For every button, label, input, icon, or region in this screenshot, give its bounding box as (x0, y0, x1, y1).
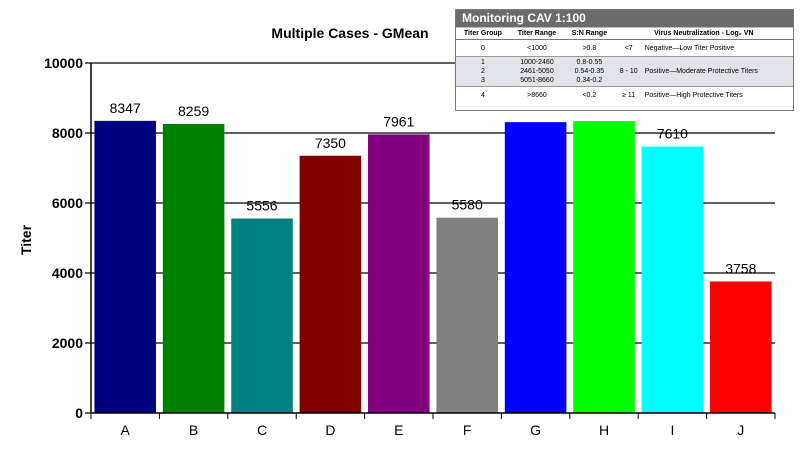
data-label: 8259 (178, 103, 209, 119)
reference-table: Titer Group Titer Range S:N Range Virus … (456, 27, 793, 103)
x-tick-label: H (599, 422, 609, 438)
bar-h (573, 121, 635, 413)
cell-group: 0 (480, 44, 485, 52)
x-tick-label: D (325, 422, 335, 438)
bar-a (94, 120, 156, 413)
data-label: 8347 (110, 100, 141, 116)
y-tick-label: 8000 (52, 125, 83, 141)
chart-title: Multiple Cases - GMean (271, 25, 429, 41)
bar-c (231, 218, 293, 413)
header-titer-range: Titer Range (509, 27, 565, 40)
bars (94, 120, 772, 414)
x-tick-label: F (463, 422, 472, 438)
cell-vn-value: 8 - 10 (614, 56, 643, 87)
x-tick-label: G (530, 422, 541, 438)
table-row: 1 2 3 1000-2460 2461-5050 5051-8660 0.8-… (456, 56, 793, 87)
y-axis-label: Titer (18, 224, 34, 256)
cell-range: 1000-2460 2461-5050 5051-8660 (509, 56, 565, 87)
reference-table-panel: Monitoring CAV 1:100 Titer Group Titer R… (455, 9, 794, 111)
data-labels: 8347 8259 5556 7350 7961 5580 7610 3758 (110, 100, 757, 277)
x-tick-label: C (257, 422, 267, 438)
cell-vn-desc: Negative—Low Titer Positive (644, 44, 735, 52)
data-label: 3758 (725, 260, 756, 276)
data-label: 7610 (657, 126, 688, 142)
reference-table-header: Titer Group Titer Range S:N Range Virus … (456, 27, 793, 40)
table-row: 0 <1000 >0.8 <7 Negative—Low Titer Posit… (456, 40, 793, 57)
data-label: 7961 (383, 113, 414, 129)
x-tick-label: A (121, 422, 131, 438)
cell-sn: >0.8 (582, 44, 597, 52)
axes: 0 2000 4000 6000 8000 10000 A B C D E F G H I J (44, 55, 776, 438)
bar-g (504, 122, 567, 414)
cell-vn-desc: Positive—High Protective Titers (642, 86, 793, 103)
y-tick-label: 2000 (52, 335, 83, 351)
bar-j (710, 281, 772, 413)
cell-range: <1000 (527, 44, 547, 52)
cell-vn-value: ≥ 11 (614, 86, 643, 103)
y-tick-label: 10000 (44, 55, 83, 71)
header-virus-neutralization: Virus Neutralization - Log₂ VN (614, 27, 793, 40)
reference-table-title: Monitoring CAV 1:100 (456, 10, 793, 27)
y-tick-label: 0 (75, 405, 83, 421)
cell-vn-desc: Positive—Moderate Protective Titers (642, 56, 793, 87)
bar-b (162, 123, 225, 413)
cell-sn: 0.8-0.55 0.54-0.35 0.34-0.2 (564, 56, 615, 87)
bar-f (436, 217, 498, 413)
x-tick-label: J (737, 422, 744, 438)
x-tick-label: B (189, 422, 198, 438)
header-sn-range: S:N Range (564, 27, 615, 40)
x-tick-label: I (670, 422, 674, 438)
data-label: 7350 (315, 135, 346, 151)
table-row: 4 >8660 <0.2 ≥ 11 Positive—High Protecti… (456, 86, 793, 103)
cell-range: >8660 (509, 86, 565, 103)
data-label: 5580 (452, 197, 483, 213)
cell-sn: <0.2 (564, 86, 615, 103)
cell-group: 1 2 3 (456, 56, 510, 87)
bar-d (299, 155, 362, 413)
x-tick-label: E (394, 422, 403, 438)
y-tick-label: 6000 (52, 195, 83, 211)
header-titer-group: Titer Group (456, 27, 510, 40)
data-label: 5556 (246, 198, 277, 214)
bar-e (368, 134, 430, 414)
bar-i (641, 146, 704, 413)
cell-vn-value: <7 (624, 44, 633, 52)
y-tick-label: 4000 (52, 265, 83, 281)
cell-group: 4 (456, 86, 510, 103)
